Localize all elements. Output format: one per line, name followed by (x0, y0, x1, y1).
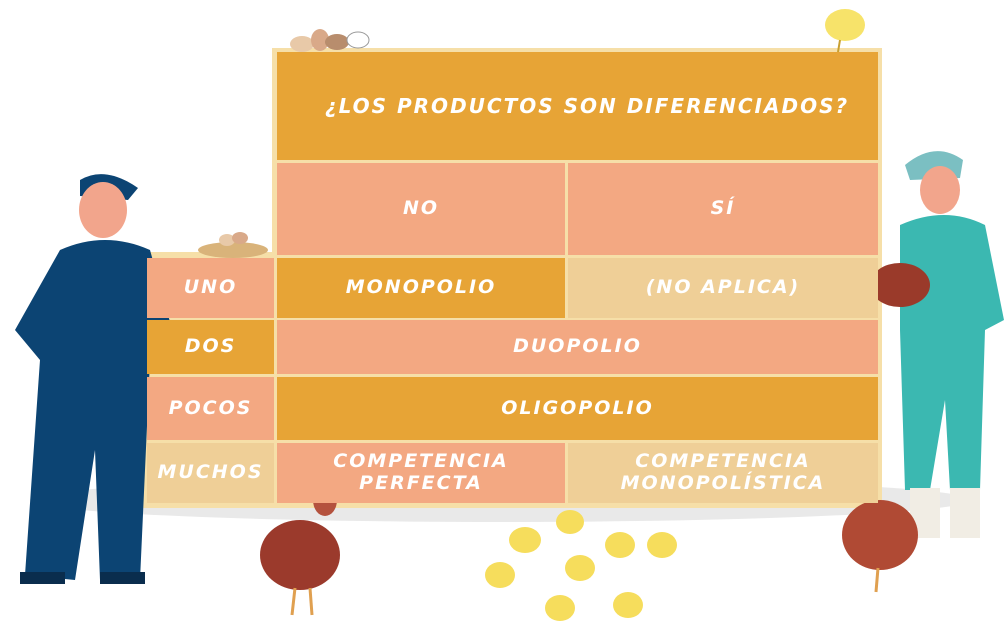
farmer-right (870, 151, 1004, 538)
nest (198, 232, 268, 258)
row-label: DOS (147, 320, 274, 374)
row-label: POCOS (147, 377, 274, 440)
chicks (485, 510, 677, 621)
row-label: UNO (147, 258, 274, 318)
chick (825, 9, 865, 53)
cell: (NO APLICA) (568, 258, 878, 318)
row-label: MUCHOS (147, 443, 274, 503)
farmer-left (15, 174, 175, 584)
cell: MONOPOLIO (277, 258, 565, 318)
cell: COMPETENCIA PERFECTA (277, 443, 565, 503)
column-header: SÍ (568, 163, 878, 255)
table-title: ¿LOS PRODUCTOS SON DIFERENCIADOS? (277, 52, 878, 160)
cell: COMPETENCIA MONOPOLÍSTICA (568, 443, 878, 503)
cell: DUOPOLIO (277, 320, 878, 374)
cell: OLIGOPOLIO (277, 377, 878, 440)
column-header: NO (277, 163, 565, 255)
